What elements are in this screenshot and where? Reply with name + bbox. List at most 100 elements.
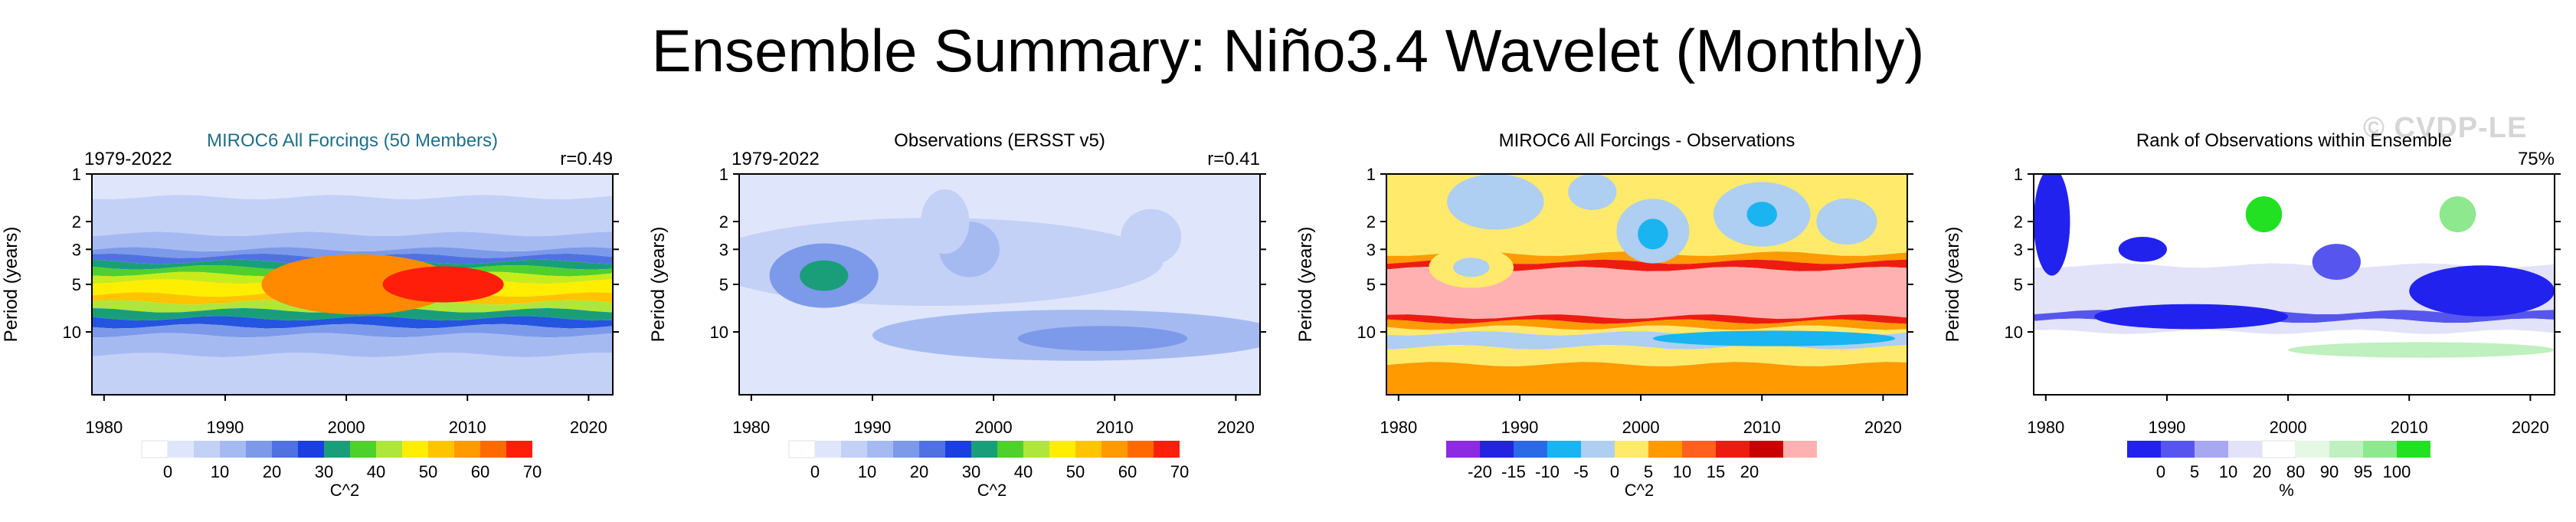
contour-band [92, 333, 613, 358]
contour-band [1386, 314, 1907, 324]
stat-label: r=0.49 [560, 149, 613, 169]
colorbar-swatch [1581, 441, 1615, 458]
colorbar-swatch [246, 441, 272, 458]
colorbar-swatch [376, 441, 402, 458]
y-tick-label: 1 [1367, 165, 1376, 184]
colorbar-label: -10 [1535, 462, 1560, 481]
y-tick-label: 10 [1357, 323, 1376, 342]
colorbar-unit: C^2 [330, 481, 359, 500]
contour-blob [1652, 330, 1896, 346]
x-tick-label: 2010 [449, 418, 486, 437]
y-tick-label: 3 [72, 240, 81, 259]
colorbar-label: 20 [263, 462, 281, 481]
x-tick-label: 2020 [570, 418, 607, 437]
colorbar-label: 20 [910, 462, 928, 481]
colorbar-swatch [350, 441, 376, 458]
colorbar-label: 10 [1673, 462, 1691, 481]
colorbar-swatch [2363, 441, 2397, 458]
y-tick-label: 2 [1367, 212, 1376, 231]
colorbar-label: 50 [1066, 462, 1085, 481]
panel-rank: Rank of Observations within Ensemble 75% 1… [1942, 115, 2570, 522]
colorbar-swatch [971, 441, 997, 458]
x-tick-label: 1980 [2027, 418, 2064, 437]
y-tick-label: 10 [63, 323, 81, 342]
x-tick-label: 2020 [1217, 418, 1255, 437]
wavelet-chart-model: MIROC6 All Forcings (50 Members) 1979-202… [1, 130, 619, 500]
colorbar-label: -15 [1501, 462, 1526, 481]
contour-blob [800, 260, 849, 291]
y-tick-label: 5 [72, 275, 81, 294]
wavelet-chart-difference: MIROC6 All Forcings - Observations 1 2 3 5 10… [1295, 130, 1913, 500]
contour-band [1386, 267, 1907, 319]
y-tick-label: 10 [710, 323, 728, 342]
x-tick-label: 1980 [85, 418, 123, 437]
colorbar-label: 70 [1170, 462, 1189, 481]
plot-area [2034, 174, 2555, 395]
contour-blob [2312, 244, 2361, 281]
colorbar-swatch [298, 441, 324, 458]
y-tick-label: 3 [719, 240, 728, 259]
contour-blob [1816, 198, 1877, 245]
contour-band [92, 316, 613, 329]
colorbar-label: 95 [2354, 462, 2372, 481]
contour-blob [1452, 258, 1490, 277]
colorbar-swatch [2296, 441, 2329, 458]
colorbar-unit: % [2279, 481, 2294, 500]
colorbar-swatch [1101, 441, 1128, 458]
colorbar-label: -20 [1468, 462, 1492, 481]
colorbar-swatch [2397, 441, 2430, 458]
contour-band [2034, 174, 2555, 268]
colorbar-swatch [2261, 440, 2296, 458]
y-tick-label: 10 [2005, 323, 2023, 342]
colorbar-swatch [997, 441, 1023, 458]
panel-model: MIROC6 All Forcings (50 Members) 1979-202… [0, 115, 628, 522]
x-tick-label: 2000 [1622, 418, 1660, 437]
contour-blob [2118, 236, 2167, 262]
x-tick-label: 2020 [2512, 418, 2549, 437]
colorbar-swatch [2161, 441, 2195, 458]
colorbar-swatch [272, 441, 298, 458]
x-tick-label: 1990 [1501, 418, 1538, 437]
colorbar-label: 0 [810, 462, 820, 481]
chart-title: MIROC6 All Forcings - Observations [1499, 130, 1795, 151]
colorbar-swatch [506, 441, 532, 458]
x-tick-label: 2000 [975, 418, 1013, 437]
y-tick-label: 2 [2014, 212, 2023, 231]
panel-observations: Observations (ERSST v5) 1979-2022 r=0.41 1 2… [647, 115, 1275, 522]
colorbar-swatch [841, 441, 867, 458]
colorbar-swatch [945, 441, 971, 458]
contour-blob [2034, 174, 2070, 276]
contour-blob [2439, 196, 2476, 233]
x-tick-label: 1980 [732, 418, 770, 437]
colorbar-label: 50 [419, 462, 437, 481]
contour-band [2034, 318, 2555, 334]
contour-blob [2288, 342, 2555, 358]
plot-area [1386, 174, 1907, 395]
colorbar-swatch [1783, 441, 1817, 458]
contour-band [92, 323, 613, 338]
colorbar-label: 40 [1014, 462, 1033, 481]
colorbar-swatch [2228, 441, 2262, 458]
colorbar-swatch [1716, 441, 1750, 458]
colorbar-label: 90 [2320, 462, 2339, 481]
x-tick-label: 1990 [206, 418, 244, 437]
contour-band [1386, 345, 1907, 366]
x-tick-label: 2020 [1864, 418, 1902, 437]
colorbar-swatch [2195, 441, 2228, 458]
colorbar-label: 0 [1610, 462, 1619, 481]
y-axis-label: Period (years) [1943, 227, 1963, 343]
contour-band [1386, 325, 1907, 336]
contour-band [1386, 362, 1907, 395]
contour-blob [1638, 218, 1668, 250]
colorbar-label: 15 [1707, 462, 1725, 481]
colorbar-swatch [1615, 441, 1648, 458]
colorbar-label: 100 [2383, 462, 2411, 481]
colorbar-swatch [1049, 441, 1075, 458]
colorbar-label: 5 [2190, 462, 2199, 481]
colorbar-swatch [1480, 441, 1514, 458]
contour-band [2034, 330, 2555, 395]
colorbar-swatch [815, 441, 841, 458]
chart-title: MIROC6 All Forcings (50 Members) [207, 130, 498, 151]
contour-blob [2094, 304, 2289, 330]
colorbar-swatch [1514, 441, 1547, 458]
